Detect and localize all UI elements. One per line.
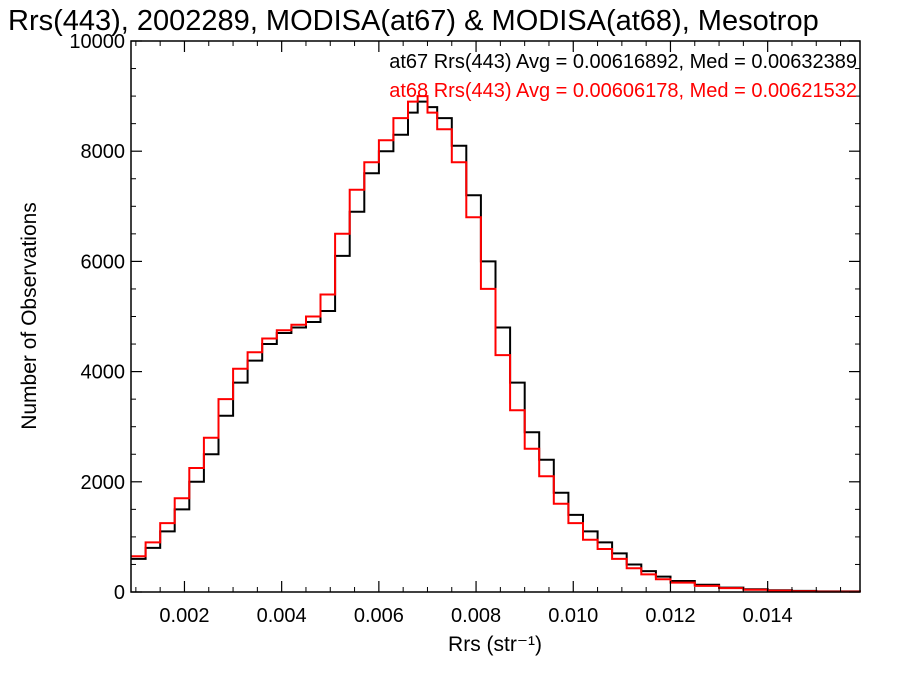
series-line-at68 — [131, 95, 861, 593]
series-line-at67 — [131, 100, 861, 593]
plot-frame — [130, 40, 861, 593]
y-tick-label: 2000 — [81, 472, 126, 494]
y-axis-label: Number of Observations — [18, 202, 41, 430]
x-tick-label: 0.002 — [159, 605, 209, 627]
legend-entry-at68: at68 Rrs(443) Avg = 0.00606178, Med = 0.… — [389, 80, 857, 102]
x-tick-label: 0.006 — [354, 605, 404, 627]
x-tick-label: 0.004 — [257, 605, 307, 627]
y-tick-label: 0 — [114, 582, 125, 604]
tick-labels: 0.002 0.004 0.006 0.008 0.010 0.012 0.014 0 2000… — [69, 31, 792, 627]
y-tick-label: 4000 — [81, 362, 126, 384]
x-tick-label: 0.010 — [548, 605, 598, 627]
y-tick-label: 8000 — [81, 141, 126, 163]
x-tick-label: 0.012 — [645, 605, 695, 627]
legend-entry-at67: at67 Rrs(443) Avg = 0.00616892, Med = 0.… — [389, 51, 857, 73]
x-tick-label: 0.014 — [743, 605, 793, 627]
series-layer — [131, 95, 861, 593]
y-tick-label: 6000 — [81, 251, 126, 273]
x-axis-label: Rrs (str⁻¹) — [448, 633, 542, 656]
y-tick-label: 10000 — [69, 31, 125, 53]
chart-title: Rrs(443), 2002289, MODISA(at67) & MODISA… — [8, 5, 819, 37]
tick-marks — [131, 40, 860, 593]
x-tick-label: 0.008 — [451, 605, 501, 627]
